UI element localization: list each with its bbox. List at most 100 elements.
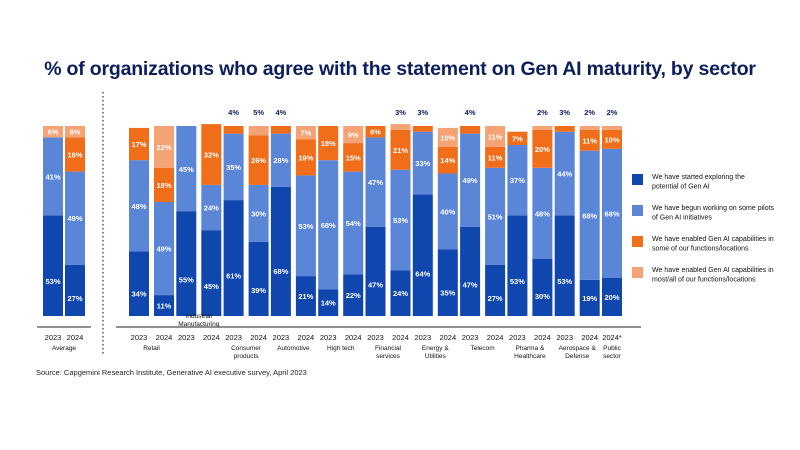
data-label: 3% (559, 108, 570, 117)
bar-segment (412, 194, 433, 316)
year-tick-label: 2023 (556, 333, 573, 342)
data-label: 24% (204, 204, 219, 213)
data-label: 53% (393, 216, 408, 225)
data-label: 20% (604, 293, 619, 302)
bar-segment (579, 126, 600, 130)
legend-label: some of our functions/locations (652, 246, 749, 253)
bar-segment (270, 186, 291, 316)
data-label: 68% (582, 211, 597, 220)
data-label: 53% (557, 277, 572, 286)
data-label: 45% (179, 165, 194, 174)
bar-segment (65, 137, 85, 172)
data-label: 4% (465, 108, 476, 117)
year-tick-label: 2023 (367, 333, 384, 342)
data-label: 14% (321, 299, 336, 308)
bar-segment (532, 126, 553, 130)
data-label: 4% (228, 108, 239, 117)
data-label: 35% (440, 289, 455, 298)
sector-label: Consumer (231, 345, 262, 352)
data-label: 64% (415, 269, 430, 278)
sector-label: Utilities (425, 353, 447, 360)
bar-segment (390, 270, 411, 316)
bar-segment (579, 150, 600, 280)
sector-label: Pharma & (515, 345, 545, 352)
data-label: 51% (488, 212, 503, 221)
bar-segment (295, 126, 316, 140)
bar-segment (343, 143, 364, 172)
bar-segment (223, 133, 244, 201)
data-label: 30% (251, 209, 266, 218)
bar-segment (579, 129, 600, 151)
bar-segment (318, 289, 339, 316)
bar-segment (602, 126, 622, 130)
data-label: 3% (395, 108, 406, 117)
bar-segment (43, 126, 63, 138)
year-tick-label: 2024 (250, 333, 267, 342)
bar-segment (248, 241, 269, 316)
year-tick-label: 2024 (298, 333, 315, 342)
data-label: 61% (226, 271, 241, 280)
bar-segment (437, 127, 458, 147)
bar-segment (270, 126, 291, 134)
bar-segment (176, 211, 197, 316)
data-label: 35% (226, 163, 241, 172)
legend-swatch (632, 174, 643, 185)
data-label: 2% (607, 108, 618, 117)
data-label: 19% (582, 294, 597, 303)
year-tick-label: 2024 (156, 333, 173, 342)
bar-segment (343, 126, 364, 144)
bar-segment (129, 251, 149, 316)
bar-segment (223, 126, 244, 134)
bar-segment (602, 148, 622, 278)
data-label: 11% (582, 136, 597, 145)
bar-segment (390, 129, 411, 170)
data-label: 27% (488, 294, 503, 303)
bar-segment (437, 173, 458, 250)
bar-segment (43, 215, 63, 316)
bar-segment (602, 129, 622, 149)
bar-segment (460, 226, 481, 316)
legend-label: potential of Gen AI (652, 184, 710, 191)
bar-segment (365, 137, 386, 227)
data-label: 15% (346, 153, 361, 162)
bar-segment (532, 129, 553, 168)
data-label: 26% (251, 156, 266, 165)
data-label: 7% (512, 134, 523, 143)
bar-segment (154, 126, 174, 168)
data-label: 22% (346, 291, 361, 300)
bar-segment (554, 215, 575, 316)
sector-label: Industrial (186, 313, 213, 320)
data-label: 53% (45, 277, 60, 286)
sector-label: products (234, 353, 260, 360)
sector-label: Public (603, 345, 621, 352)
bar-segment (248, 135, 269, 185)
bar-segment (460, 126, 481, 134)
legend-label: We have enabled Gen AI capabilities in (652, 267, 774, 274)
bar-segment (485, 146, 506, 168)
data-label: 4% (275, 108, 286, 117)
bar-segment (507, 131, 528, 145)
year-tick-label: 2023 (462, 333, 479, 342)
legend-label: of Gen AI initiatives (652, 215, 712, 222)
sector-label: Manufacturing (178, 321, 220, 328)
bar-segment (201, 124, 222, 185)
data-label: 44% (557, 170, 572, 179)
bar-segment (201, 230, 222, 316)
year-tick-label: 2024* (602, 333, 622, 342)
year-tick-label: 2023 (414, 333, 431, 342)
year-tick-label: 2024 (439, 333, 456, 342)
bar-segment (365, 126, 386, 138)
data-label: 18% (321, 139, 336, 148)
data-label: 34% (131, 289, 146, 298)
data-label: 41% (45, 172, 60, 181)
bar-segment (390, 124, 411, 130)
bar-segment (507, 145, 528, 216)
data-label: 55% (179, 275, 194, 284)
bar-segment (485, 126, 506, 147)
bar-segment (343, 171, 364, 275)
year-tick-label: 2023 (45, 333, 62, 342)
bar-segment (248, 184, 269, 242)
bar-segment (223, 200, 244, 316)
sector-label: Defense (565, 353, 590, 360)
